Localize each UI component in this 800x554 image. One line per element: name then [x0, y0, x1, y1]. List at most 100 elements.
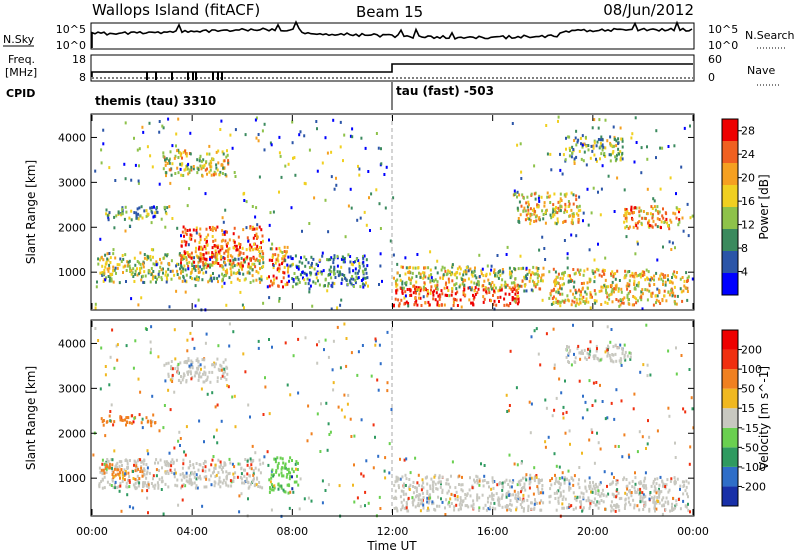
echo-cell: [602, 493, 605, 497]
velocity-colorbar-swatch: [722, 349, 738, 370]
echo-cell-scatter: [287, 267, 290, 271]
echo-cell: [109, 261, 112, 264]
echo-cell-scatter: [316, 412, 319, 416]
echo-cell: [568, 503, 571, 507]
echo-cell-scatter: [247, 403, 250, 407]
echo-cell: [643, 479, 646, 483]
echo-cell: [127, 471, 130, 475]
echo-cell: [295, 282, 298, 286]
echo-cell: [227, 484, 230, 488]
echo-cell: [106, 214, 109, 218]
velocity-colorbar-swatch: [722, 466, 738, 487]
echo-cell: [308, 278, 311, 282]
echo-cell: [614, 277, 617, 281]
power-colorbar-swatch: [722, 141, 738, 163]
echo-cell-scatter: [340, 408, 343, 412]
echo-cell: [356, 271, 359, 275]
echo-cell: [636, 226, 639, 230]
echo-cell: [168, 161, 171, 165]
echo-cell: [579, 495, 582, 499]
echo-cell: [564, 476, 566, 480]
echo-cell: [616, 488, 619, 492]
echo-cell: [232, 239, 235, 243]
echo-cell: [518, 284, 521, 288]
echo-cell: [511, 480, 514, 484]
echo-cell: [183, 264, 186, 268]
echo-cell: [108, 466, 111, 470]
echo-cell: [482, 288, 485, 292]
echo-cell: [533, 207, 535, 211]
echo-cell: [501, 278, 504, 282]
echo-cell: [436, 504, 438, 508]
echo-cell-scatter: [268, 412, 271, 416]
echo-cell: [195, 462, 198, 465]
echo-cell: [584, 479, 587, 483]
echo-cell-scatter: [176, 226, 179, 230]
echo-cell: [185, 154, 188, 158]
echo-cell: [173, 468, 176, 472]
echo-cell: [437, 294, 440, 298]
echo-cell: [162, 167, 165, 171]
echo-cell: [412, 503, 415, 507]
echo-cell: [249, 248, 252, 252]
echo-cell-scatter: [683, 126, 686, 130]
echo-cell: [215, 258, 218, 262]
echo-cell: [238, 279, 241, 282]
echo-cell-scatter: [375, 188, 378, 192]
echo-cell-scatter: [133, 416, 136, 420]
echo-cell: [210, 474, 212, 478]
echo-cell: [537, 487, 540, 491]
echo-cell: [137, 458, 140, 462]
echo-cell: [214, 481, 217, 485]
echo-cell-scatter: [330, 175, 333, 179]
echo-cell: [160, 268, 163, 272]
echo-cell-scatter: [308, 287, 311, 291]
echo-cell: [523, 289, 526, 293]
echo-cell: [223, 257, 226, 261]
echo-cell: [663, 483, 666, 487]
echo-cell: [118, 263, 121, 267]
echo-cell: [222, 465, 225, 469]
echo-cell: [253, 262, 256, 266]
echo-cell: [503, 284, 506, 288]
echo-cell-scatter: [321, 501, 324, 505]
echo-cell: [648, 224, 651, 227]
echo-cell: [166, 206, 169, 210]
echo-cell: [424, 301, 427, 305]
echo-cell: [288, 279, 290, 283]
echo-cell: [629, 491, 632, 495]
echo-cell-scatter: [600, 187, 603, 191]
echo-cell: [209, 159, 212, 163]
echo-cell: [131, 271, 134, 275]
echo-cell: [456, 271, 459, 274]
echo-cell: [110, 279, 113, 283]
echo-cell: [170, 277, 173, 281]
echo-cell: [178, 252, 181, 256]
echo-cell-scatter: [137, 212, 140, 216]
echo-cell-scatter: [599, 383, 601, 387]
echo-cell: [645, 268, 648, 272]
echo-cell: [105, 463, 108, 467]
echo-cell: [225, 243, 228, 247]
echo-cell: [432, 290, 435, 294]
echo-cell: [282, 254, 285, 258]
echo-cell-scatter: [327, 230, 330, 234]
echo-cell: [219, 465, 222, 469]
echo-cell: [509, 485, 511, 489]
echo-cell-scatter: [515, 386, 518, 390]
echo-cell: [427, 276, 430, 280]
echo-cell: [251, 225, 254, 229]
echo-cell: [615, 359, 618, 363]
echo-cell: [642, 508, 645, 511]
echo-cell: [624, 269, 627, 273]
echo-cell-scatter: [582, 211, 585, 215]
echo-cell-scatter: [553, 366, 556, 370]
echo-cell: [279, 456, 282, 460]
echo-cell: [568, 154, 571, 158]
echo-cell: [483, 297, 486, 301]
echo-cell: [631, 303, 634, 307]
echo-cell: [118, 460, 121, 464]
echo-cell: [561, 272, 563, 276]
echo-cell: [477, 280, 480, 284]
echo-cell-scatter: [162, 512, 165, 516]
